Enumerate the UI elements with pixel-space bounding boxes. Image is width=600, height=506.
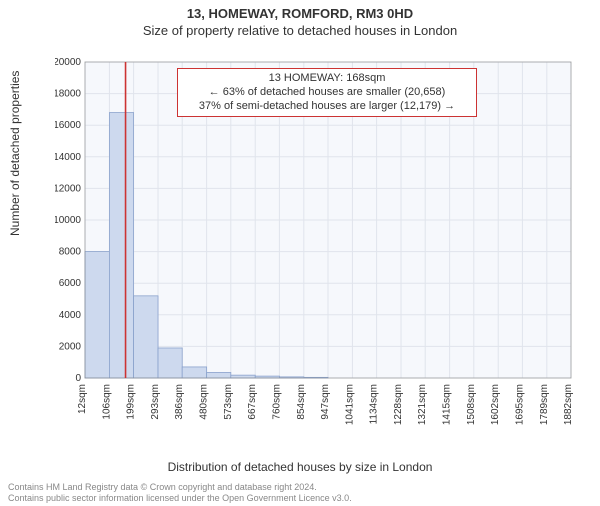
annotation-line-1: 13 HOMEWAY: 168sqm bbox=[184, 72, 470, 86]
svg-text:480sqm: 480sqm bbox=[199, 384, 210, 420]
svg-text:1695sqm: 1695sqm bbox=[514, 384, 525, 425]
y-axis-label: Number of detached properties bbox=[8, 71, 22, 236]
svg-text:760sqm: 760sqm bbox=[271, 384, 282, 420]
svg-text:6000: 6000 bbox=[59, 278, 82, 289]
chart-title-address: 13, HOMEWAY, ROMFORD, RM3 0HD bbox=[0, 6, 600, 21]
svg-text:573sqm: 573sqm bbox=[223, 384, 234, 420]
svg-text:667sqm: 667sqm bbox=[247, 384, 258, 420]
svg-text:1228sqm: 1228sqm bbox=[393, 384, 404, 425]
svg-text:2000: 2000 bbox=[59, 341, 82, 352]
svg-text:854sqm: 854sqm bbox=[296, 384, 307, 420]
footer-line-1: Contains HM Land Registry data © Crown c… bbox=[8, 482, 352, 493]
svg-text:18000: 18000 bbox=[55, 89, 81, 100]
annotation-line-2: ← 63% of detached houses are smaller (20… bbox=[184, 86, 470, 100]
annotation-box: 13 HOMEWAY: 168sqm ← 63% of detached hou… bbox=[177, 68, 477, 117]
svg-text:106sqm: 106sqm bbox=[101, 384, 112, 420]
svg-text:0: 0 bbox=[75, 373, 81, 384]
svg-text:293sqm: 293sqm bbox=[150, 384, 161, 420]
svg-text:1415sqm: 1415sqm bbox=[442, 384, 453, 425]
svg-text:1134sqm: 1134sqm bbox=[369, 384, 380, 424]
svg-text:4000: 4000 bbox=[59, 310, 82, 321]
svg-text:20000: 20000 bbox=[55, 58, 81, 68]
footer-line-2: Contains public sector information licen… bbox=[8, 493, 352, 504]
annotation-line-3: 37% of semi-detached houses are larger (… bbox=[184, 100, 470, 114]
svg-text:12sqm: 12sqm bbox=[77, 384, 88, 414]
svg-text:12000: 12000 bbox=[55, 183, 81, 194]
svg-text:8000: 8000 bbox=[59, 247, 82, 258]
footer-attribution: Contains HM Land Registry data © Crown c… bbox=[8, 482, 352, 504]
svg-text:16000: 16000 bbox=[55, 120, 81, 131]
svg-text:1602sqm: 1602sqm bbox=[490, 384, 501, 425]
svg-text:386sqm: 386sqm bbox=[174, 384, 185, 420]
chart-subtitle: Size of property relative to detached ho… bbox=[0, 23, 600, 38]
svg-text:199sqm: 199sqm bbox=[126, 384, 137, 420]
svg-text:1321sqm: 1321sqm bbox=[417, 384, 428, 425]
svg-text:1789sqm: 1789sqm bbox=[539, 384, 550, 425]
svg-text:1882sqm: 1882sqm bbox=[563, 384, 574, 425]
x-axis-label: Distribution of detached houses by size … bbox=[0, 460, 600, 474]
svg-text:10000: 10000 bbox=[55, 215, 81, 226]
svg-text:947sqm: 947sqm bbox=[320, 384, 331, 420]
svg-text:1041sqm: 1041sqm bbox=[344, 384, 355, 425]
svg-text:14000: 14000 bbox=[55, 152, 81, 163]
svg-text:1508sqm: 1508sqm bbox=[466, 384, 477, 425]
chart-area: 0 2000 4000 6000 8000 10000 12000 14000 16000 180… bbox=[55, 58, 575, 428]
